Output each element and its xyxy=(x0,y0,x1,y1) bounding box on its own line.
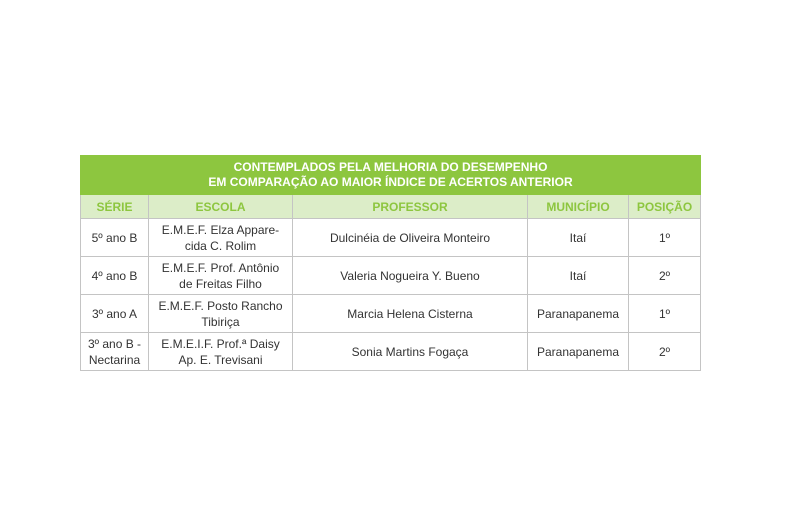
escola-cell: E.M.E.F. Elza Appare- cida C. Rolim xyxy=(148,218,293,257)
escola-cell: E.M.E.F. Posto Rancho Tibiriça xyxy=(148,294,293,333)
table-row: 3º ano B - Nectarina E.M.E.I.F. Prof.ª Da… xyxy=(80,332,702,371)
col-escola: ESCOLA xyxy=(148,194,293,219)
serie-cell: 3º ano B - Nectarina xyxy=(80,332,149,371)
professor-cell: Marcia Helena Cisterna xyxy=(292,294,528,333)
posicao-cell: 2º xyxy=(627,332,702,371)
col-municipio: MUNICÍPIO xyxy=(527,194,629,219)
serie-cell: 3º ano A xyxy=(80,294,149,333)
table-row: 5º ano B E.M.E.F. Elza Appare- cida C. Ro… xyxy=(80,218,702,257)
header-row: SÉRIE ESCOLA PROFESSOR MUNICÍPIO POSIÇÃO xyxy=(80,194,702,219)
escola-cell: E.M.E.I.F. Prof.ª Daisy Ap. E. Trevisani xyxy=(148,332,293,371)
municipio-cell: Paranapanema xyxy=(527,332,629,371)
professor-cell: Dulcinéia de Oliveira Monteiro xyxy=(292,218,528,257)
serie-cell: 5º ano B xyxy=(80,218,149,257)
table-row: 3º ano A E.M.E.F. Posto Rancho Tibiriça Ma… xyxy=(80,294,702,333)
col-professor: PROFESSOR xyxy=(292,194,528,219)
results-table: CONTEMPLADOS PELA MELHORIA DO DESEMPENHO… xyxy=(79,155,702,371)
table-title: CONTEMPLADOS PELA MELHORIA DO DESEMPENHO… xyxy=(79,155,702,195)
col-serie: SÉRIE xyxy=(80,194,149,219)
professor-cell: Sonia Martins Fogaça xyxy=(292,332,528,371)
municipio-cell: Paranapanema xyxy=(527,294,629,333)
escola-cell: E.M.E.F. Prof. Antônio de Freitas Filho xyxy=(148,256,293,295)
serie-cell: 4º ano B xyxy=(80,256,149,295)
municipio-cell: Itaí xyxy=(527,218,629,257)
professor-cell: Valeria Nogueira Y. Bueno xyxy=(292,256,528,295)
municipio-cell: Itaí xyxy=(527,256,629,295)
posicao-cell: 1º xyxy=(627,294,702,333)
posicao-cell: 2º xyxy=(627,256,702,295)
col-posicao: POSIÇÃO xyxy=(627,194,702,219)
table-row: 4º ano B E.M.E.F. Prof. Antônio de Freita… xyxy=(80,256,702,295)
posicao-cell: 1º xyxy=(627,218,702,257)
